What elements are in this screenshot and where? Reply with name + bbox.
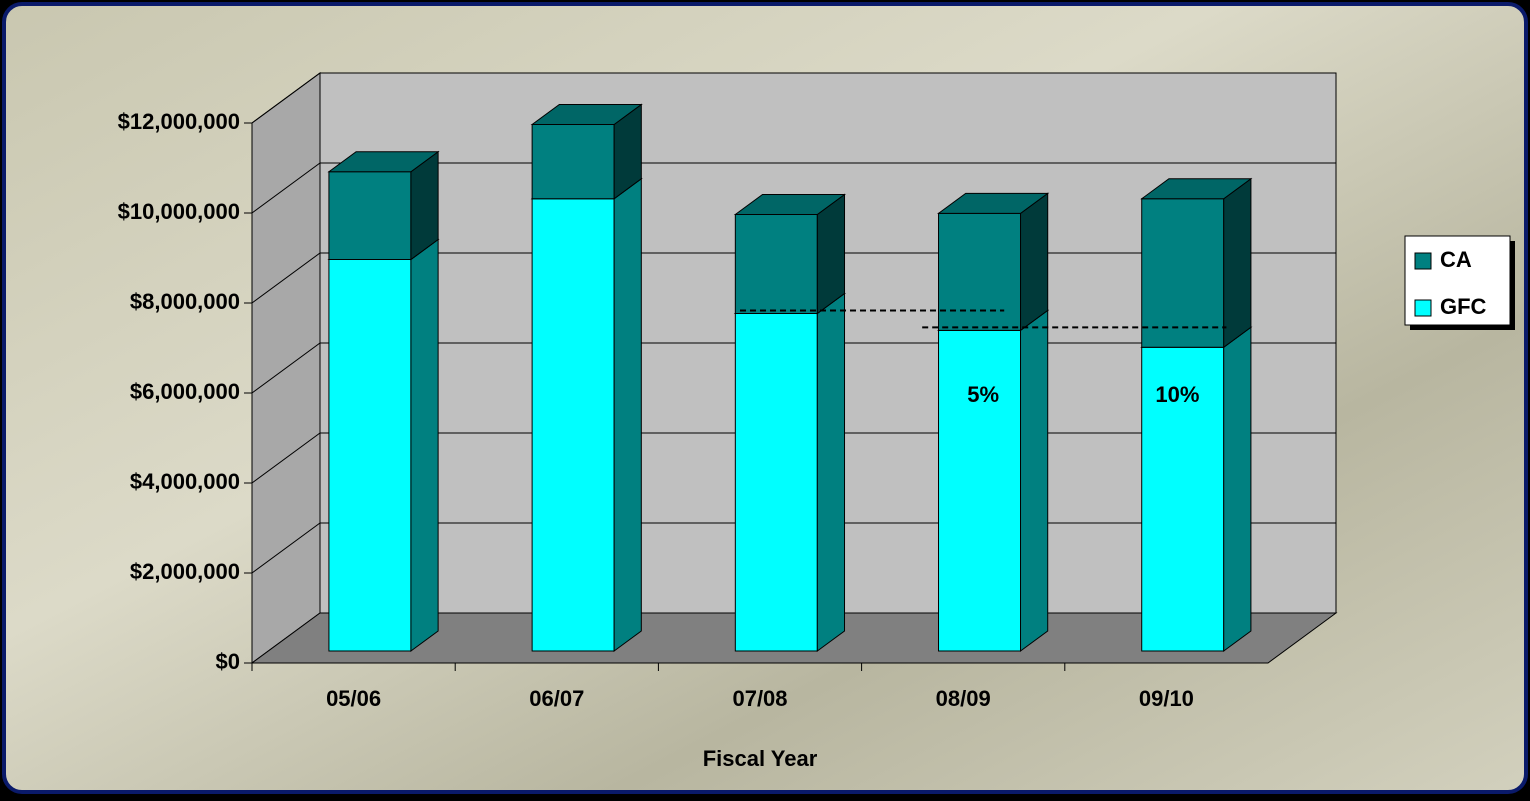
bar-top bbox=[733, 194, 847, 215]
bar-side bbox=[410, 238, 439, 652]
bar-side bbox=[1223, 177, 1252, 349]
bar-front bbox=[938, 212, 1022, 331]
legend-label: GFC bbox=[1440, 294, 1487, 319]
bar bbox=[327, 238, 440, 652]
bar bbox=[327, 150, 440, 261]
bar-side bbox=[613, 177, 642, 652]
bar-front bbox=[328, 259, 412, 652]
legend-swatch bbox=[1414, 299, 1432, 317]
bar bbox=[733, 292, 847, 652]
bar-top bbox=[327, 151, 440, 173]
annotation: 5% bbox=[967, 382, 999, 407]
y-tick-label: $6,000,000 bbox=[130, 379, 240, 404]
bar-front bbox=[734, 214, 818, 314]
bar-front bbox=[531, 198, 615, 652]
bar-side bbox=[816, 292, 846, 652]
bar bbox=[1140, 326, 1253, 652]
bar bbox=[530, 103, 643, 200]
bar bbox=[1140, 177, 1253, 349]
bar-front bbox=[1141, 198, 1225, 348]
bar-top bbox=[1140, 178, 1253, 200]
x-tick-label: 08/09 bbox=[936, 686, 991, 711]
bar bbox=[936, 309, 1050, 652]
bar-front bbox=[328, 171, 412, 260]
bar-side bbox=[1223, 326, 1252, 652]
y-tick-label: $4,000,000 bbox=[130, 469, 240, 494]
bar-front bbox=[734, 313, 818, 652]
bar-front bbox=[938, 329, 1022, 652]
annotation: 10% bbox=[1155, 382, 1199, 407]
bar-side bbox=[1020, 192, 1049, 332]
bar bbox=[530, 177, 643, 652]
grid-line bbox=[251, 72, 1336, 124]
bar-side bbox=[816, 193, 846, 315]
bar bbox=[733, 193, 847, 315]
bar-front bbox=[531, 124, 615, 200]
legend-swatch bbox=[1414, 252, 1432, 270]
bar-top bbox=[936, 192, 1050, 214]
bar-side bbox=[1020, 309, 1049, 652]
y-tick-label: $0 bbox=[216, 649, 240, 674]
y-tick-label: $8,000,000 bbox=[130, 289, 240, 314]
x-tick-label: 05/06 bbox=[326, 686, 381, 711]
bar bbox=[936, 192, 1050, 332]
grid-line bbox=[251, 162, 1336, 214]
x-tick-label: 06/07 bbox=[529, 686, 584, 711]
x-tick-label: 07/08 bbox=[732, 686, 787, 711]
y-tick-label: $12,000,000 bbox=[118, 109, 240, 134]
y-tick-label: $10,000,000 bbox=[118, 199, 240, 224]
x-tick-label: 09/10 bbox=[1139, 686, 1194, 711]
bar-top bbox=[530, 104, 643, 125]
y-tick-label: $2,000,000 bbox=[130, 559, 240, 584]
legend-label: CA bbox=[1440, 247, 1472, 272]
x-axis-title: Fiscal Year bbox=[703, 746, 818, 771]
